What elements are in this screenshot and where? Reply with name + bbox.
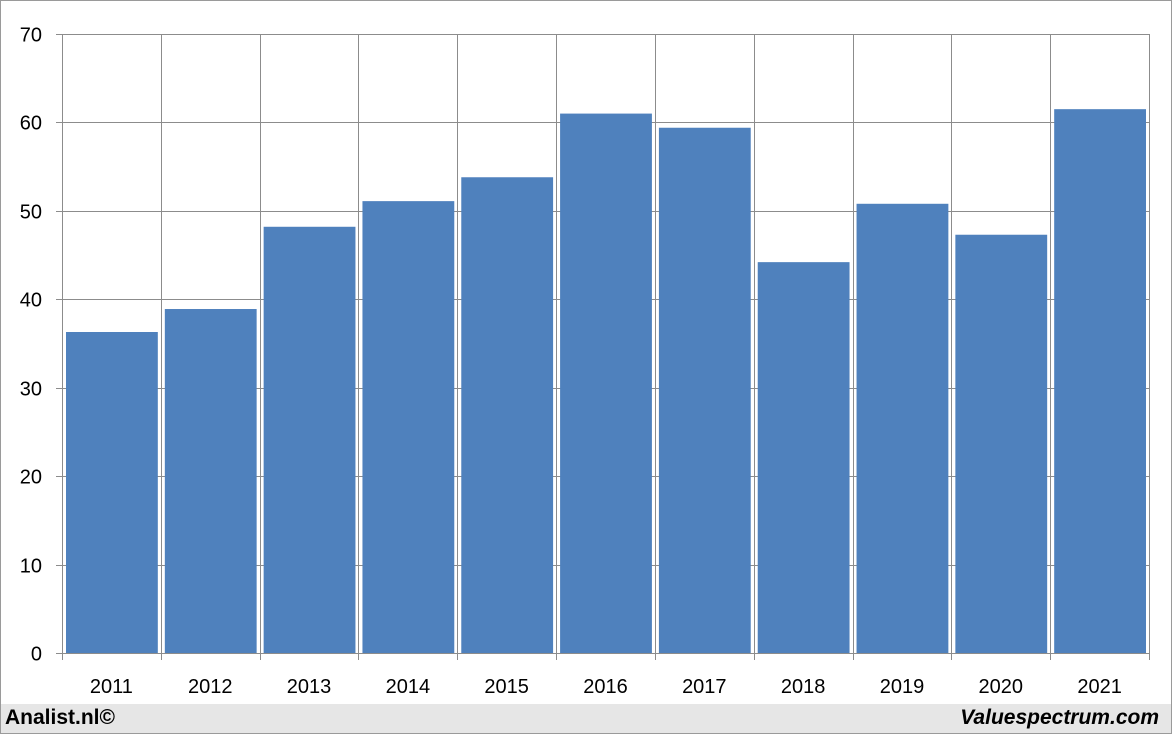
bar-2015 xyxy=(461,177,554,654)
x-tick-label: 2013 xyxy=(287,676,332,698)
y-tick-label: 20 xyxy=(20,467,42,489)
x-tick-label: 2019 xyxy=(880,676,925,698)
x-tick-label: 2021 xyxy=(1077,676,1122,698)
x-tick-label: 2014 xyxy=(386,676,431,698)
x-tick-label: 2018 xyxy=(781,676,826,698)
footer-credit-left: Analist.nl© xyxy=(5,706,115,729)
x-tick-label: 2020 xyxy=(979,676,1024,698)
bar-2020 xyxy=(955,234,1048,654)
x-tick-label: 2015 xyxy=(484,676,529,698)
x-tick-label: 2016 xyxy=(583,676,628,698)
y-tick-label: 50 xyxy=(20,202,42,224)
y-tick-labels: 0 10 20 30 40 50 60 70 xyxy=(20,25,42,666)
bar-2016 xyxy=(560,113,652,654)
bar-2012 xyxy=(164,309,257,653)
y-tick-label: 60 xyxy=(20,113,42,135)
bar-2018 xyxy=(757,262,850,653)
x-tick-labels: 2011 2012 2013 2014 2015 2016 2017 2018 2019 2020… xyxy=(90,676,1122,698)
y-tick-label: 0 xyxy=(31,644,42,666)
x-tick-label: 2017 xyxy=(682,676,727,698)
x-tick-label: 2011 xyxy=(90,676,133,698)
x-tick-label: 2012 xyxy=(188,676,233,698)
bar-2011 xyxy=(66,332,158,653)
y-tick-label: 70 xyxy=(20,25,42,47)
footer-credit-right: Valuespectrum.com xyxy=(960,706,1159,729)
bar-2017 xyxy=(658,127,751,654)
axes xyxy=(56,34,1149,654)
y-tick-label: 40 xyxy=(20,290,42,312)
bar-2013 xyxy=(263,226,356,653)
bar-2019 xyxy=(856,203,949,654)
bars xyxy=(66,109,1146,654)
bar-2014 xyxy=(362,201,455,653)
y-tick-label: 10 xyxy=(20,556,42,578)
footer-bar: Analist.nl© Valuespectrum.com xyxy=(1,704,1171,733)
bar-2021 xyxy=(1054,109,1146,653)
y-tick-label: 30 xyxy=(20,379,42,401)
bar-chart: 0 10 20 30 40 50 60 70 2011 2012 2013 2014 2015 2016… xyxy=(20,25,1150,698)
